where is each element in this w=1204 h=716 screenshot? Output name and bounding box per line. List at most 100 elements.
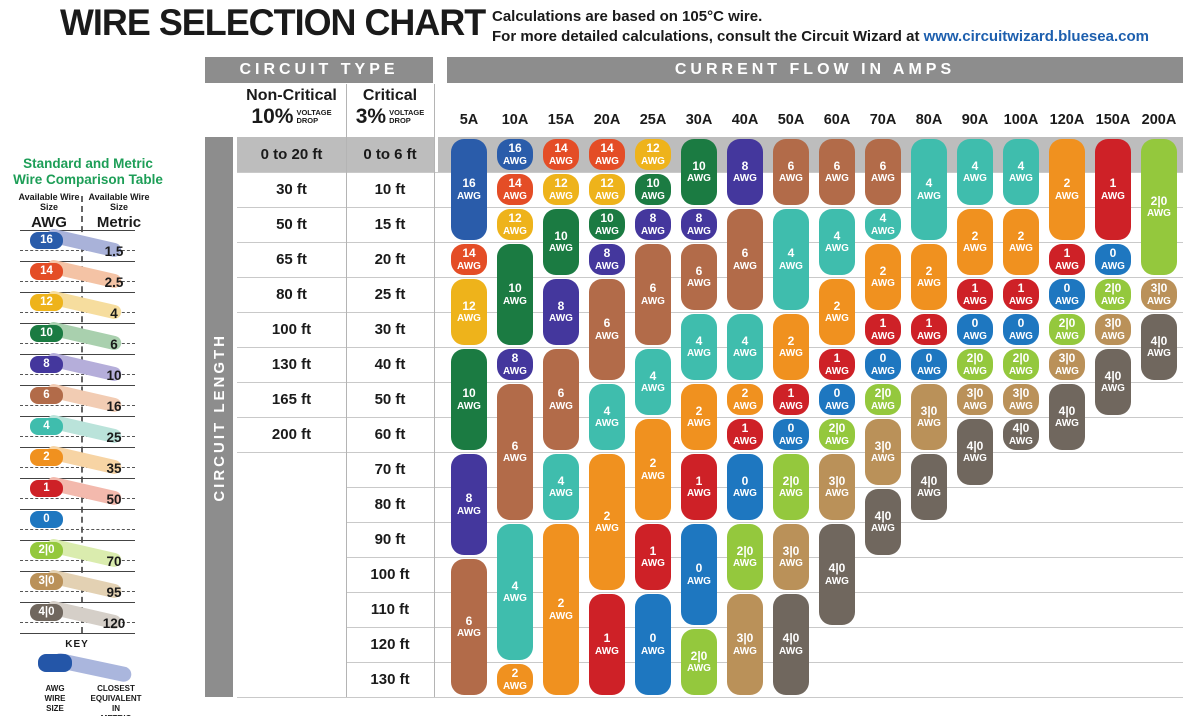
wire-pill: 0 AWG — [911, 349, 947, 380]
length-cell-critical: 60 ft — [374, 426, 406, 443]
wire-pill-unit: AWG — [549, 488, 573, 500]
circuit-length-label: CIRCUIT LENGTH — [210, 332, 228, 502]
wire-pill-size: 8 — [741, 158, 749, 173]
comparison-entry: 8 10 — [12, 351, 142, 385]
metric-column-header: Available Wire Size Metric — [88, 192, 150, 231]
length-cell-critical: 100 ft — [370, 566, 410, 583]
wire-pill: 6 AWG — [819, 139, 855, 205]
wire-pill-unit: AWG — [779, 558, 803, 570]
wire-pill-size: 1 — [1063, 246, 1071, 261]
wire-pill-size: 16 — [508, 141, 522, 156]
length-cell-critical: 80 ft — [374, 496, 406, 513]
length-cell-noncritical: 200 ft — [271, 426, 312, 443]
wire-pill: 12 AWG — [543, 174, 579, 205]
comparison-entry: 12 4 — [12, 289, 142, 323]
wire-pill-unit: AWG — [825, 435, 849, 447]
length-cell-critical: 90 ft — [374, 531, 406, 548]
wire-pill-size: 4 — [787, 246, 795, 261]
wire-pill-size: 6 — [557, 386, 565, 401]
wire-pill: 0 AWG — [681, 524, 717, 625]
wire-pill-unit: AWG — [503, 365, 527, 377]
wire-pill: 4 AWG — [865, 209, 901, 240]
wire-pill-size: 1 — [879, 316, 887, 331]
entry-topline — [20, 602, 135, 603]
wire-pill: 12 AWG — [497, 209, 533, 240]
wire-pill-unit: AWG — [779, 488, 803, 500]
wire-pill-unit: AWG — [457, 260, 481, 272]
wire-pill: 2 AWG — [497, 664, 533, 695]
wire-pill-size: 0 — [695, 561, 703, 576]
wire-pill-unit: AWG — [1009, 330, 1033, 342]
awg-size-pill: 1 — [30, 480, 63, 497]
wire-pill-unit: AWG — [503, 155, 527, 167]
wire-pill: 4 AWG — [589, 384, 625, 450]
wire-pill: 6 AWG — [451, 559, 487, 695]
metric-value: 6 — [110, 337, 118, 352]
wire-pill-size: 4 — [879, 211, 887, 226]
wire-pill: 1 AWG — [1003, 279, 1039, 310]
entry-topline — [20, 261, 135, 262]
circuit-wizard-link[interactable]: www.circuitwizard.bluesea.com — [923, 28, 1149, 46]
wire-pill-size: 3|0 — [782, 543, 800, 558]
awg-size-pill: 10 — [30, 325, 63, 342]
wire-pill-size: 4|0 — [920, 473, 938, 488]
comparison-entry: 14 2.5 — [12, 258, 142, 292]
wire-pill-size: 3|0 — [1012, 386, 1030, 401]
metric-value: 10 — [106, 368, 122, 383]
wire-pill-unit: AWG — [503, 453, 527, 465]
comparison-entry: 3|0 95 — [12, 568, 142, 602]
wire-pill: 0 AWG — [957, 314, 993, 345]
wire-pill-size: 6 — [879, 158, 887, 173]
amp-column-label: 50A — [777, 112, 805, 128]
comparison-entry: 1 50 — [12, 475, 142, 509]
length-cell-noncritical: 100 ft — [271, 321, 312, 338]
wire-pill-unit: AWG — [871, 453, 895, 465]
wire-pill: 1 AWG — [635, 524, 671, 590]
key-title: KEY — [65, 639, 89, 650]
wire-pill-unit: AWG — [687, 488, 711, 500]
entry-topline — [20, 571, 135, 572]
wire-pill: 8 AWG — [497, 349, 533, 380]
wire-pill-unit: AWG — [1055, 295, 1079, 307]
wire-pill-unit: AWG — [549, 313, 573, 325]
column-divider — [346, 84, 347, 697]
wire-pill-size: 2|0 — [736, 543, 754, 558]
amp-column-label: 70A — [869, 112, 897, 128]
wire-pill-size: 1 — [741, 421, 749, 436]
wire-pill: 8 AWG — [543, 279, 579, 345]
length-cell-noncritical: 0 to 20 ft — [260, 146, 323, 163]
awg-size-pill: 2|0 — [30, 542, 63, 559]
wire-pill-size: 2|0 — [1012, 351, 1030, 366]
wire-pill-unit: AWG — [549, 243, 573, 255]
wire-pill-unit: AWG — [963, 365, 987, 377]
wire-pill: 6 AWG — [589, 279, 625, 380]
wire-pill-size: 10 — [692, 158, 706, 173]
wire-pill-unit: AWG — [825, 173, 849, 185]
wire-pill: 0 AWG — [773, 419, 809, 450]
wire-pill: 0 AWG — [865, 349, 901, 380]
wire-pill: 8 AWG — [635, 209, 671, 240]
wire-pill: 4|0 AWG — [773, 594, 809, 695]
wire-pill-size: 4 — [603, 403, 611, 418]
wire-pill-size: 14 — [554, 141, 568, 156]
length-cell-noncritical: 130 ft — [271, 356, 312, 373]
wire-pill-unit: AWG — [503, 680, 527, 692]
wire-pill-unit: AWG — [595, 523, 619, 535]
entry-topline — [20, 509, 135, 510]
grid-line — [346, 662, 1183, 663]
wire-pill: 8 AWG — [727, 139, 763, 205]
wire-pill-size: 4|0 — [874, 508, 892, 523]
wire-pill: 4 AWG — [727, 314, 763, 380]
wire-pill-unit: AWG — [503, 225, 527, 237]
length-cell-critical: 25 ft — [374, 286, 406, 303]
wire-pill-size: 1 — [833, 351, 841, 366]
wire-pill-unit: AWG — [1147, 295, 1171, 307]
amp-column-label: 200A — [1141, 112, 1177, 128]
wire-pill-size: 2|0 — [782, 473, 800, 488]
wire-pill-size: 6 — [465, 613, 473, 628]
noncritical-percent: 10% — [251, 105, 294, 128]
wire-pill-unit: AWG — [641, 645, 665, 657]
wire-pill-size: 2 — [1063, 176, 1071, 191]
wire-pill: 2 AWG — [865, 244, 901, 310]
wire-pill-unit: AWG — [825, 400, 849, 412]
